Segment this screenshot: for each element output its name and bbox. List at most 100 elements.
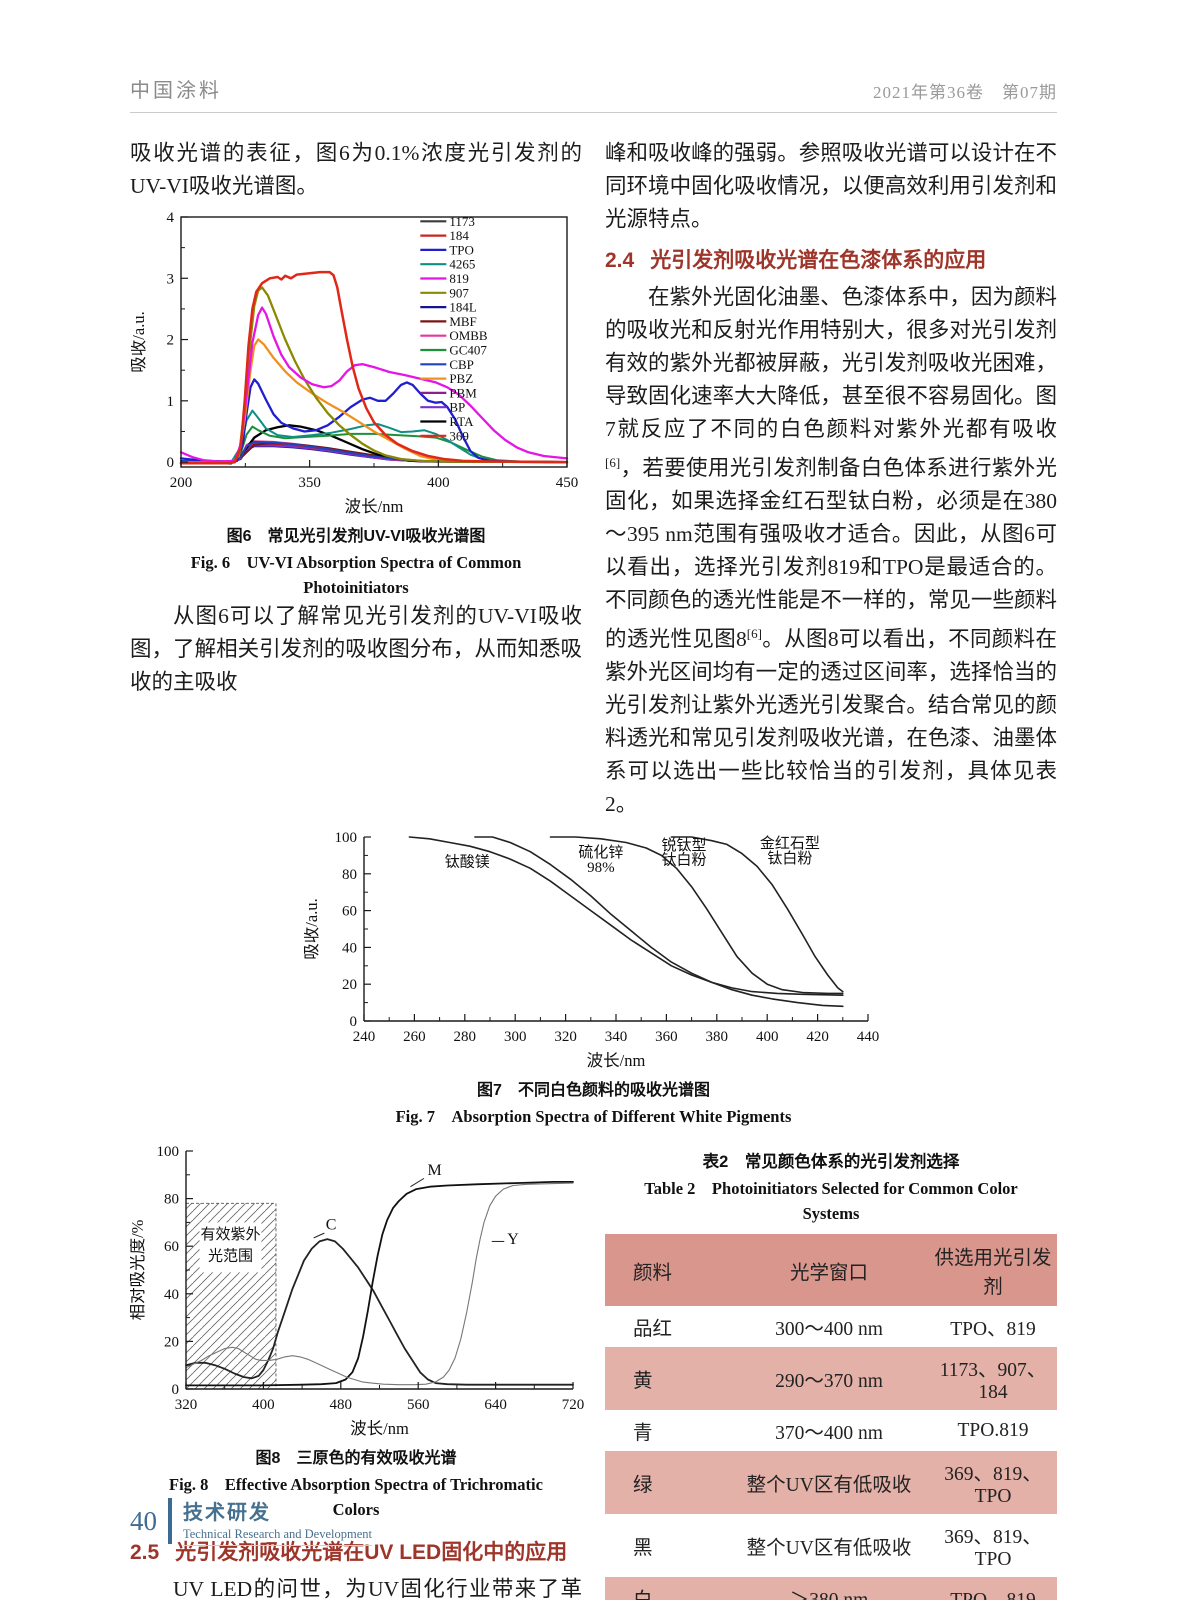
fig8-caption-en: Fig. 8 Effective Absorption Spectra of T… — [130, 1472, 582, 1522]
paragraph-part: 。从图8可以看出，不同颜料在紫外光区间均有一定的透过区间率，选择恰当的光引发剂让… — [605, 627, 1057, 817]
table-cell: 绿 — [633, 1475, 653, 1497]
svg-text:480: 480 — [330, 1397, 353, 1413]
svg-text:400: 400 — [252, 1397, 275, 1413]
svg-text:819: 819 — [449, 271, 469, 286]
fig7-caption-en: Fig. 7 Absorption Spectra of Different W… — [395, 1107, 792, 1127]
svg-text:0: 0 — [172, 1382, 180, 1398]
table-cell: 黑 — [633, 1538, 653, 1560]
table-cell: 整个UV区有低吸收 — [746, 1475, 912, 1497]
left-column-bottom: 有效紫外 光范围 C M Y 320 400 480 560 640 720 0 20 40 60 80 100… — [128, 1139, 584, 1600]
footer-bar — [168, 1498, 172, 1544]
svg-text:80: 80 — [164, 1192, 179, 1208]
fig8-caption-en-line2: Colors — [332, 1500, 380, 1520]
svg-text:60: 60 — [342, 904, 357, 920]
svg-text:波长/nm: 波长/nm — [350, 1419, 409, 1438]
paragraph: 峰和吸收峰的强弱。参照吸收光谱可以设计在不同环境中固化吸收情况，以便高效利用引发… — [605, 141, 1057, 231]
table-row: 黄 290～370 nm 1173、907、184 — [605, 1347, 1057, 1411]
section-number: 2.4 — [605, 249, 635, 272]
table-cell: 品红 — [633, 1319, 673, 1341]
svg-text:340: 340 — [604, 1029, 627, 1045]
table-header-cell: 供选用光引发剂 — [929, 1234, 1057, 1307]
svg-text:450: 450 — [556, 475, 579, 491]
svg-text:波长/nm: 波长/nm — [586, 1051, 645, 1070]
table2-title-en: Table 2 Photoinitiators Selected for Com… — [605, 1176, 1057, 1226]
paragraph-part: ，若要使用光引发剂制备白色体系进行紫外光固化，如果选择金红石型钛白粉，必须是在3… — [605, 456, 1057, 652]
table-header-row: 颜料 光学窗口 供选用光引发剂 — [605, 1234, 1057, 1307]
svg-text:200: 200 — [170, 475, 193, 491]
svg-text:波长/nm: 波长/nm — [345, 497, 404, 516]
table-row: 品红 300～400 nm TPO、819 — [605, 1306, 1057, 1347]
svg-text:0: 0 — [349, 1014, 357, 1030]
issue-info: 2021年第36卷 第07期 — [873, 83, 1057, 102]
svg-text:吸收/a.u.: 吸收/a.u. — [304, 899, 321, 960]
svg-text:400: 400 — [755, 1029, 778, 1045]
main-columns-bottom: 有效紫外 光范围 C M Y 320 400 480 560 640 720 0 20 40 60 80 100… — [128, 1139, 1057, 1600]
svg-text:PBZ: PBZ — [449, 371, 473, 386]
table-cell: 370～400 nm — [775, 1423, 883, 1445]
page-header: 中国涂料 2021年第36卷 第07期 — [130, 74, 1057, 113]
table2-title-cn: 表2 常见颜色体系的光引发剂选择 — [702, 1153, 960, 1172]
paragraph: 吸收光谱的表征，图6为0.1%浓度光引发剂的UV-VI吸收光谱图。 — [130, 141, 582, 198]
section-title: 光引发剂吸收光谱在色漆体系的应用 — [650, 249, 987, 272]
svg-text:4265: 4265 — [449, 257, 475, 272]
svg-text:280: 280 — [453, 1029, 476, 1045]
svg-text:钛白粉: 钛白粉 — [661, 852, 706, 869]
fig7-caption-cn: 图7 不同白色颜料的吸收光谱图 — [477, 1082, 710, 1100]
svg-text:60: 60 — [164, 1240, 179, 1256]
fig6-caption-en-line2: Photoinitiators — [303, 578, 409, 597]
svg-text:80: 80 — [342, 867, 357, 883]
svg-text:GC407: GC407 — [449, 342, 487, 357]
page-number: 40 — [130, 1505, 157, 1536]
fig6-caption-cn: 图6 常见光引发剂UV-VI吸收光谱图 — [226, 528, 486, 545]
table2-title-en-line1: Table 2 Photoinitiators Selected for Com… — [644, 1179, 1018, 1199]
figure-8: 有效紫外 光范围 C M Y 320 400 480 560 640 720 0 20 40 60 80 100… — [128, 1139, 584, 1522]
left-column: 吸收光谱的表征，图6为0.1%浓度光引发剂的UV-VI吸收光谱图。 200 350… — [129, 137, 582, 821]
table-cell: ＞380 nm — [729, 1577, 929, 1600]
svg-text:350: 350 — [298, 475, 321, 491]
svg-text:2: 2 — [167, 333, 175, 349]
svg-text:C: C — [326, 1217, 337, 1234]
figure-7: 钛酸镁 硫化锌 98% 锐钛型 钛白粉 金红石型 钛白粉 240 260 280 300 320 340… — [130, 823, 1057, 1129]
svg-text:907: 907 — [449, 285, 469, 300]
svg-text:380: 380 — [705, 1029, 728, 1045]
table-cell: 300～400 nm — [775, 1319, 883, 1341]
svg-text:440: 440 — [856, 1029, 879, 1045]
table-cell: 369、819、TPO — [944, 1527, 1042, 1571]
svg-text:TPO: TPO — [449, 242, 474, 257]
svg-text:钛白粉: 钛白粉 — [767, 850, 812, 867]
table2-body: 品红 300～400 nm TPO、819 黄 290～370 nm 1173、907、1… — [605, 1306, 1057, 1600]
svg-text:钛酸镁: 钛酸镁 — [444, 854, 489, 871]
figure-6: 200 350 400 450 0 1 2 3 4 波长/nm 吸收/a.u. 1173 184 TPO 4… — [129, 209, 582, 600]
fig8-caption-cn: 图8 三原色的有效吸收光谱 — [255, 1450, 457, 1468]
svg-text:OMBB: OMBB — [449, 328, 488, 343]
right-column: 峰和吸收峰的强弱。参照吸收光谱可以设计在不同环境中固化吸收情况，以便高效利用引发… — [605, 137, 1057, 821]
right-column-bottom: 表2 常见颜色体系的光引发剂选择 Table 2 Photoinitiators… — [605, 1139, 1057, 1600]
table-row: 黑 整个UV区有低吸收 369、819、TPO — [605, 1514, 1057, 1577]
svg-text:3: 3 — [167, 271, 175, 287]
section-title: 光引发剂吸收光谱在UV LED固化中的应用 — [175, 1541, 568, 1565]
svg-text:240: 240 — [352, 1029, 375, 1045]
svg-text:20: 20 — [342, 978, 357, 994]
svg-text:Y: Y — [507, 1231, 519, 1248]
table-row: 绿 整个UV区有低吸收 369、819、TPO — [605, 1451, 1057, 1515]
svg-text:相对吸光度/%: 相对吸光度/% — [130, 1220, 147, 1321]
svg-text:0: 0 — [167, 455, 175, 471]
fig6-caption-en-line1: Fig. 6 UV-VI Absorption Spectra of Commo… — [190, 553, 522, 572]
fig6-uvvi-absorption-chart: 200 350 400 450 0 1 2 3 4 波长/nm 吸收/a.u. 1173184TPO4… — [129, 210, 579, 516]
citation-ref: [6] — [605, 455, 621, 470]
journal-name: 中国涂料 — [130, 80, 222, 102]
svg-text:1: 1 — [167, 394, 175, 410]
section-heading-2-5: 2.5 光引发剂吸收光谱在UV LED固化中的应用 — [130, 1536, 582, 1566]
table-cell: TPO、819 — [929, 1577, 1057, 1600]
table2: 颜料 光学窗口 供选用光引发剂 品红 300～400 nm TPO、819 黄 290～… — [605, 1234, 1057, 1600]
paragraph: UV LED的问世，为UV固化行业带来了革命性的变化。其具有恒定的光照强度、优秀… — [173, 1577, 582, 1600]
citation-ref: [6] — [746, 626, 762, 642]
footer-section-en: Technical Research and Development — [183, 1527, 372, 1541]
paragraph: 在紫外光固化油墨、色漆体系中，因为颜料的吸收光和反射光作用特别大，很多对光引发剂… — [605, 281, 1057, 821]
svg-text:260: 260 — [403, 1029, 426, 1045]
table-header-cell: 光学窗口 — [729, 1234, 929, 1307]
section-number: 2.5 — [130, 1541, 160, 1565]
svg-text:640: 640 — [484, 1397, 507, 1413]
